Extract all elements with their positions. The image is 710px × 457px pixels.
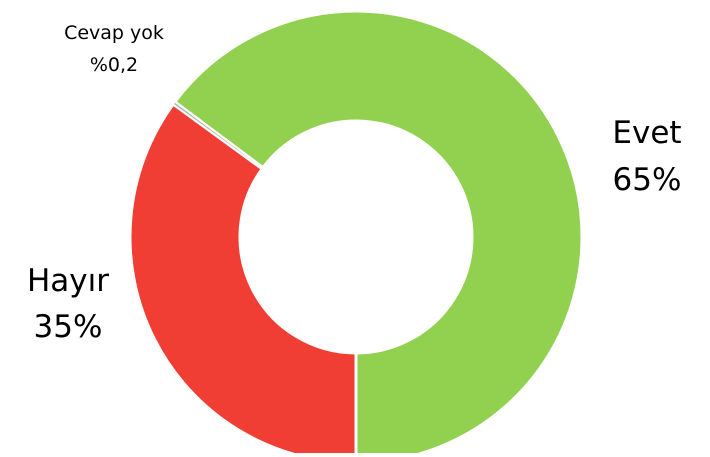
slice-name-cevap-yok: Cevap yok bbox=[64, 22, 164, 44]
slice-label-hayir: Hayır 35% bbox=[27, 263, 109, 345]
slice-value-evet: 65% bbox=[613, 162, 682, 198]
slice-name-evet: Evet bbox=[612, 115, 681, 151]
slice-label-evet: Evet 65% bbox=[612, 115, 681, 198]
slice-evet bbox=[172, 9, 584, 457]
slice-cevap-yok bbox=[172, 100, 265, 170]
slice-label-cevap-yok: Cevap yok %0,2 bbox=[64, 22, 164, 76]
slice-name-hayir: Hayır bbox=[27, 263, 109, 299]
slice-value-cevap-yok: %0,2 bbox=[90, 54, 138, 76]
slice-value-hayir: 35% bbox=[34, 309, 103, 345]
slice-hayır bbox=[128, 102, 358, 457]
slices-layer bbox=[128, 9, 584, 457]
